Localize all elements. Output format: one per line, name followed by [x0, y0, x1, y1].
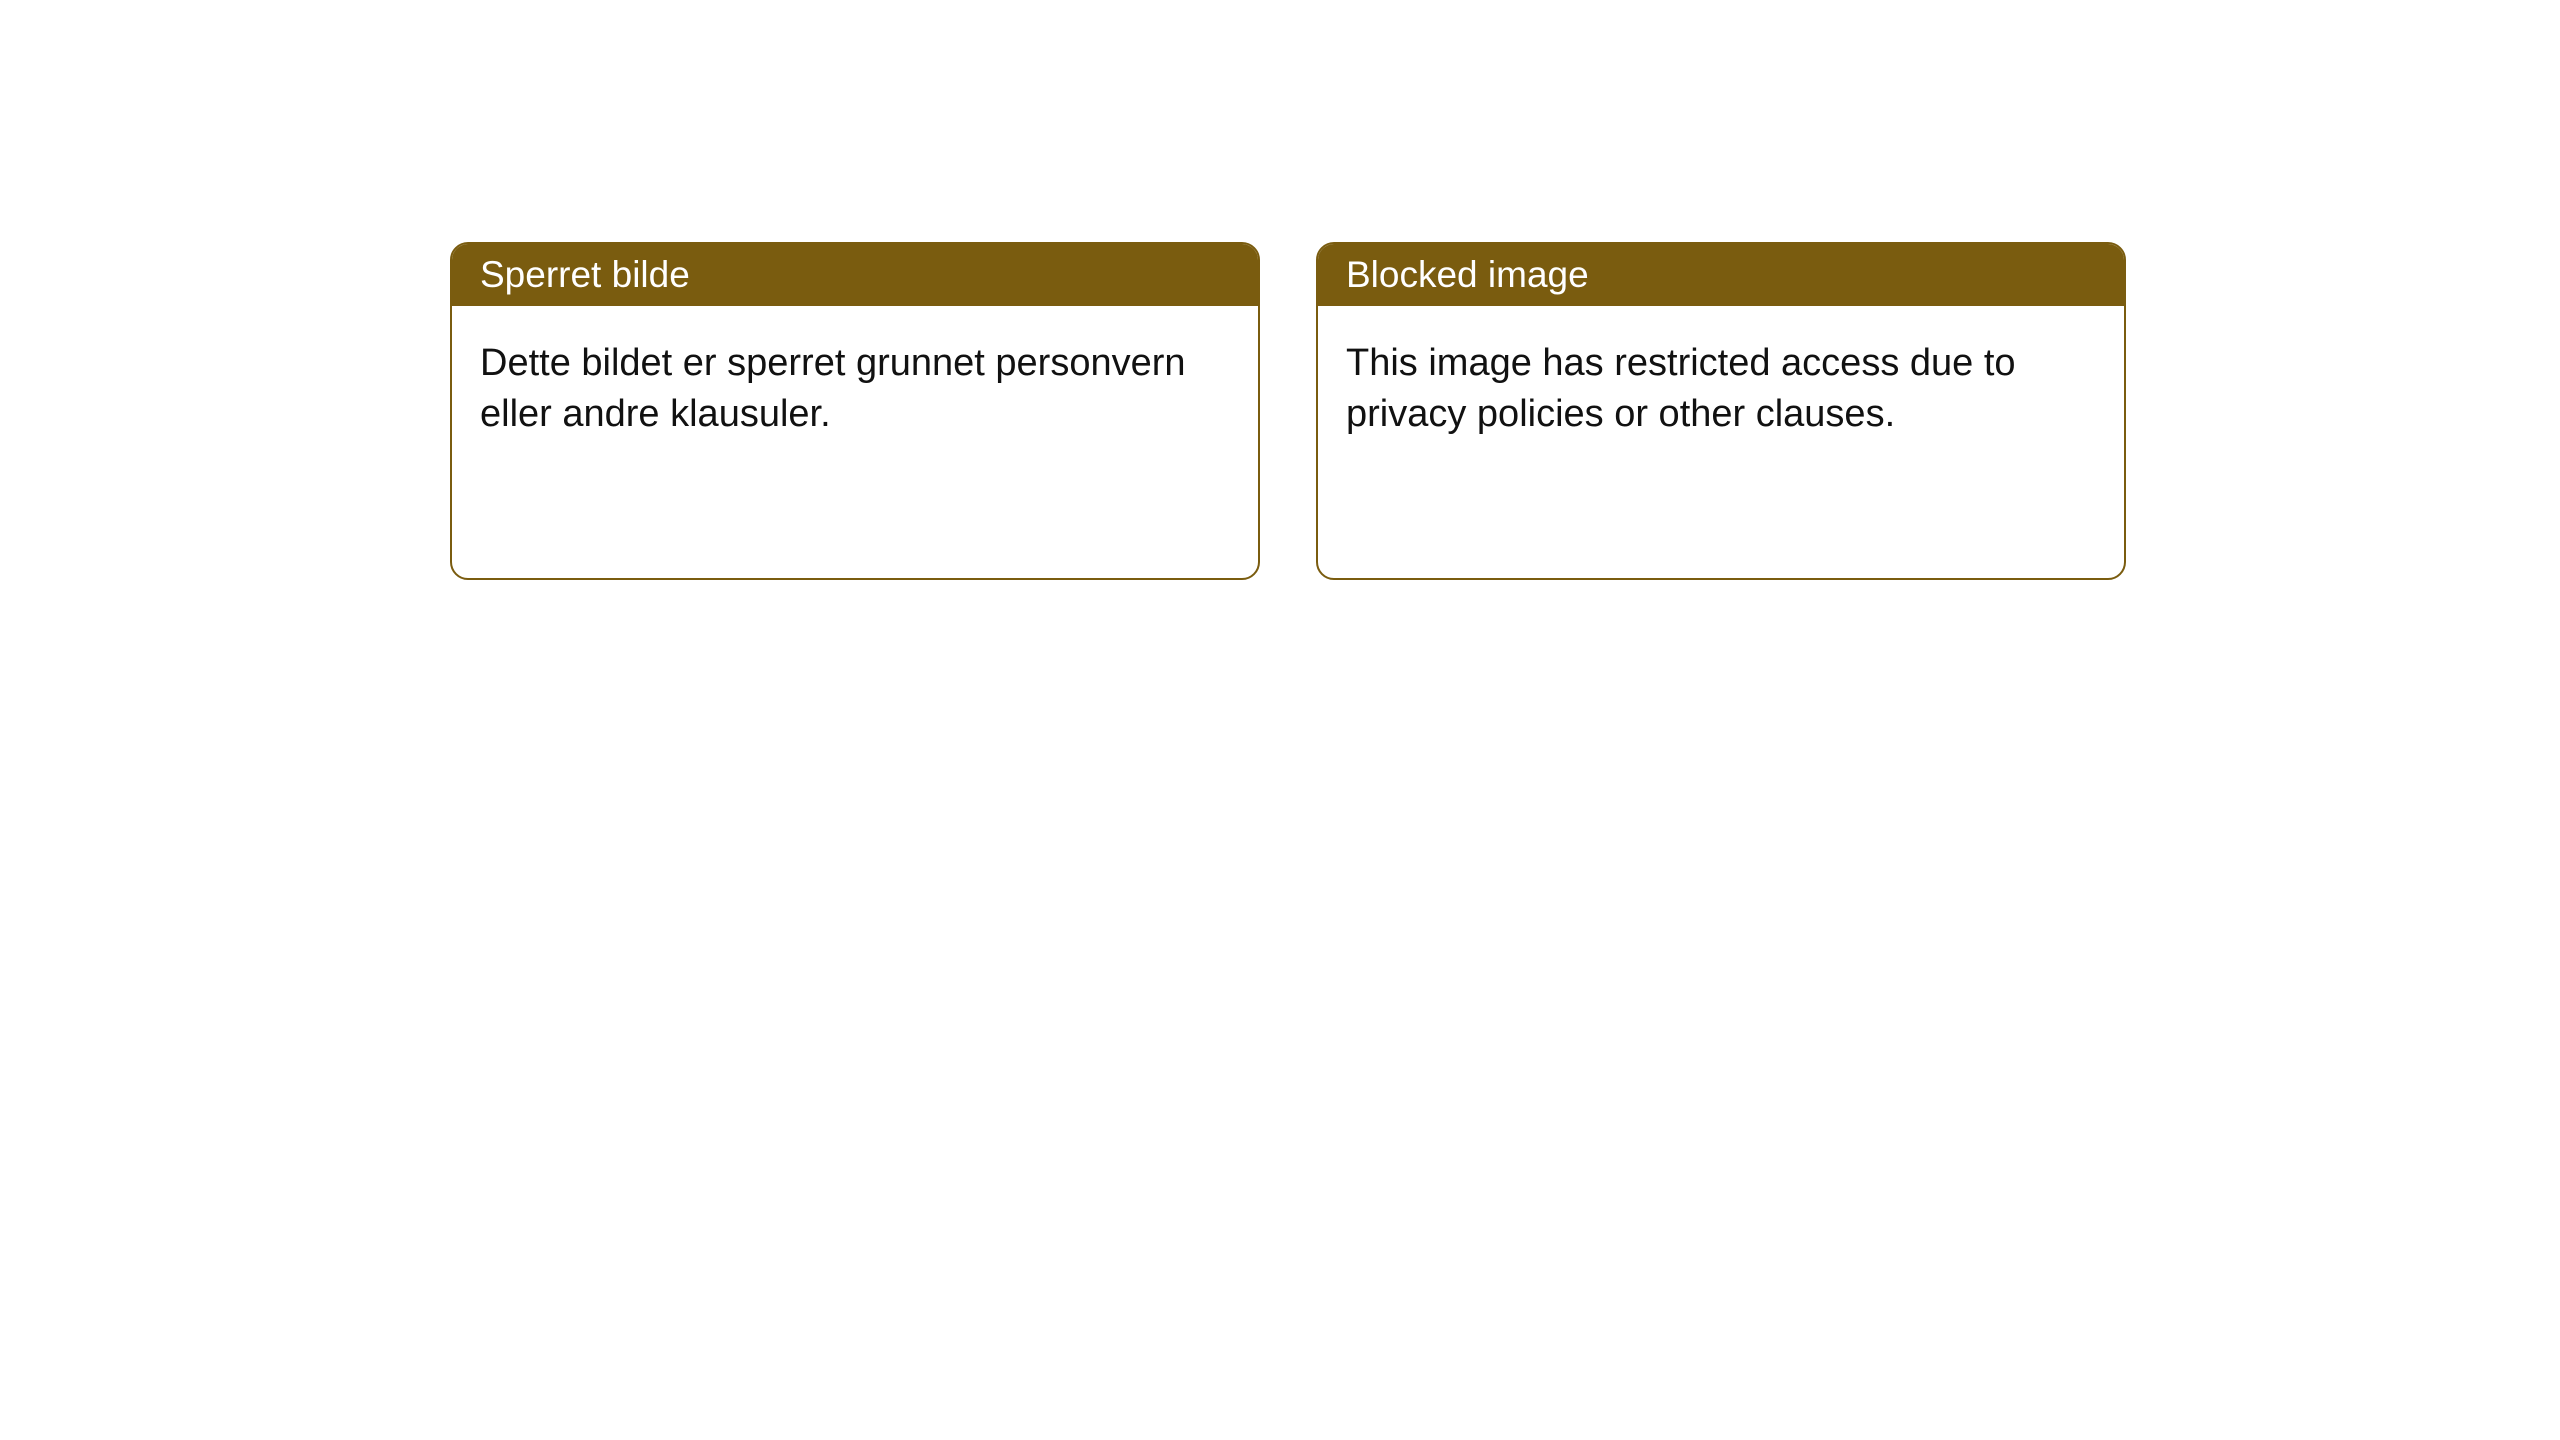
cards-container: Sperret bilde Dette bildet er sperret gr…	[450, 242, 2126, 580]
card-message: Dette bildet er sperret grunnet personve…	[480, 342, 1186, 435]
card-body: Dette bildet er sperret grunnet personve…	[452, 306, 1258, 473]
card-header: Sperret bilde	[452, 244, 1258, 306]
card-body: This image has restricted access due to …	[1318, 306, 2124, 473]
blocked-image-card-no: Sperret bilde Dette bildet er sperret gr…	[450, 242, 1260, 580]
card-header: Blocked image	[1318, 244, 2124, 306]
card-title: Sperret bilde	[480, 254, 690, 295]
blocked-image-card-en: Blocked image This image has restricted …	[1316, 242, 2126, 580]
card-message: This image has restricted access due to …	[1346, 342, 2016, 435]
card-title: Blocked image	[1346, 254, 1589, 295]
